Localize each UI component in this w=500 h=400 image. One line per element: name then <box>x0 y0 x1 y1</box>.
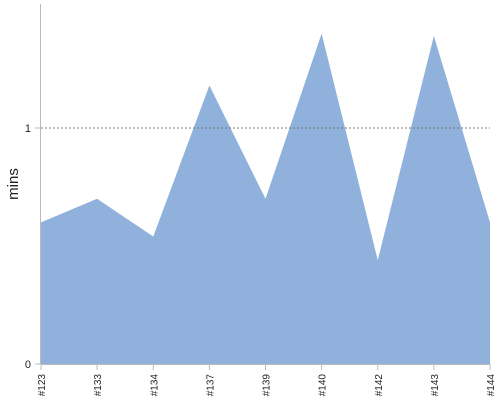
x-tick-label-7: #143 <box>430 374 441 397</box>
axis-layer: 0 1 #123 #133 #134 #137 #139 #140 #142 #143 #144 <box>25 4 497 396</box>
x-tick-label-2: #134 <box>149 374 160 397</box>
y-tick-label-1: 1 <box>25 123 31 135</box>
x-tick-label-0: #123 <box>37 374 48 397</box>
plot-layer <box>41 33 490 364</box>
y-tick-label-0: 0 <box>25 359 31 371</box>
label-layer: mins <box>5 168 22 200</box>
area-series-0 <box>41 33 490 364</box>
x-tick-label-3: #137 <box>205 374 216 397</box>
x-tick-label-1: #133 <box>93 374 104 397</box>
x-tick-label-6: #142 <box>374 374 385 397</box>
x-tick-label-4: #139 <box>262 374 273 397</box>
y-axis-label: mins <box>5 168 22 200</box>
x-tick-label-8: #144 <box>486 374 497 397</box>
x-tick-label-5: #140 <box>318 374 329 397</box>
